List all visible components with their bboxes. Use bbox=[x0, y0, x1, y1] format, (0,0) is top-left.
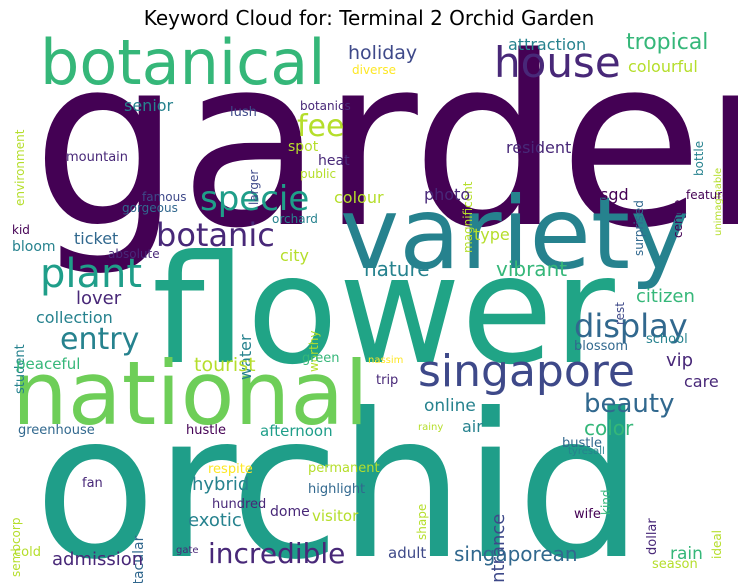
word-kid: kid bbox=[12, 223, 30, 237]
word-holiday: holiday bbox=[348, 42, 418, 64]
word-centre: centre bbox=[671, 199, 685, 238]
word-care: care bbox=[684, 372, 719, 391]
word-vibrant: vibrant bbox=[496, 257, 568, 281]
word-online: online bbox=[424, 396, 476, 416]
word-season: season bbox=[652, 557, 698, 572]
word-permanent: permanent bbox=[308, 461, 380, 476]
word-blossom: blossom bbox=[574, 339, 628, 354]
word-hybrid: hybrid bbox=[192, 474, 250, 495]
word-botanic: botanic bbox=[156, 216, 275, 254]
word-greenhouse: greenhouse bbox=[18, 423, 95, 438]
word-public: public bbox=[300, 167, 337, 181]
word-entry: entry bbox=[60, 322, 140, 357]
word-flower: flower bbox=[152, 224, 615, 398]
word-admission: admission bbox=[52, 549, 144, 570]
word-heat: heat bbox=[318, 153, 350, 169]
word-spot: spot bbox=[288, 139, 319, 155]
word-specie: specie bbox=[200, 179, 310, 219]
word-hustle: hustle bbox=[186, 423, 226, 438]
word-nature: nature bbox=[364, 257, 430, 281]
word-highlight: highlight bbox=[308, 482, 366, 497]
word-air: air bbox=[462, 417, 483, 436]
word-green: green bbox=[302, 351, 340, 366]
word-cloud: garden orchid flower variety national bo… bbox=[9, 26, 738, 583]
word-garden: garden bbox=[32, 7, 738, 280]
word-gorgeous: gorgeous bbox=[122, 201, 178, 215]
word-absolute: absolute bbox=[108, 247, 160, 261]
word-shape: shape bbox=[415, 503, 429, 540]
word-respite: respite bbox=[208, 462, 253, 477]
word-ideal: ideal bbox=[710, 529, 724, 559]
word-famous: famous bbox=[142, 190, 187, 204]
word-color: color bbox=[584, 416, 634, 440]
word-senior: senior bbox=[124, 96, 174, 115]
word-dollar: dollar bbox=[645, 518, 660, 555]
word-fan: fan bbox=[82, 476, 103, 491]
word-dome: dome bbox=[270, 504, 310, 520]
word-environment: environment bbox=[13, 129, 27, 206]
word-sgd: sgd bbox=[600, 185, 629, 204]
word-rest: rest bbox=[613, 301, 627, 325]
word-mountain: mountain bbox=[66, 150, 129, 165]
word-house: house bbox=[494, 38, 621, 87]
word-national: national bbox=[12, 342, 369, 445]
word-rain: rain bbox=[670, 544, 703, 564]
word-exotic: exotic bbox=[188, 510, 242, 531]
word-variety: variety bbox=[340, 175, 690, 292]
word-cold: cold bbox=[14, 545, 41, 560]
word-type: type bbox=[474, 225, 510, 244]
word-display: display bbox=[574, 307, 688, 345]
word-surprised: surprised bbox=[632, 200, 646, 256]
word-nassim: nassim bbox=[368, 355, 404, 366]
word-vip: vip bbox=[666, 350, 694, 371]
word-singaporean: singaporean bbox=[454, 542, 578, 566]
word-rainy: rainy bbox=[418, 422, 444, 433]
word-city: city bbox=[280, 246, 309, 265]
word-trip: trip bbox=[376, 373, 399, 388]
word-hundred: hundred bbox=[212, 497, 267, 512]
word-tyresall: tyresall bbox=[568, 446, 605, 457]
word-citizen: citizen bbox=[636, 286, 695, 307]
word-lover: lover bbox=[76, 288, 122, 309]
word-feature: feature bbox=[686, 188, 730, 202]
word-orchard: orchard bbox=[272, 212, 318, 226]
word-photo: photo bbox=[424, 185, 471, 204]
word-afternoon: afternoon bbox=[260, 422, 333, 440]
word-lush: lush bbox=[230, 105, 257, 120]
word-beauty: beauty bbox=[584, 389, 675, 419]
word-colour: colour bbox=[334, 188, 384, 207]
word-peaceful: peaceful bbox=[16, 355, 81, 373]
word-bustle: bustle bbox=[562, 436, 602, 451]
word-gate: gate bbox=[176, 545, 199, 556]
word-larger: larger bbox=[247, 169, 261, 205]
word-adult: adult bbox=[388, 544, 427, 562]
word-collection: collection bbox=[36, 308, 113, 327]
word-colourful: colourful bbox=[628, 57, 698, 76]
word-incredible: incredible bbox=[208, 537, 346, 570]
word-singapore: singapore bbox=[418, 346, 635, 397]
word-botanical: botanical bbox=[40, 26, 326, 99]
word-visitor: visitor bbox=[312, 507, 359, 525]
word-kind: kind bbox=[599, 489, 613, 515]
word-bloom: bloom bbox=[12, 239, 56, 255]
word-tourist: tourist bbox=[194, 354, 256, 376]
word-wife: wife bbox=[574, 507, 601, 522]
word-plant: plant bbox=[40, 251, 143, 297]
cloud-title: Keyword Cloud for: Terminal 2 Orchid Gar… bbox=[143, 6, 595, 30]
word-botanics: botanics bbox=[300, 99, 351, 113]
word-ticket: ticket bbox=[74, 229, 119, 248]
word-fee: fee bbox=[297, 109, 345, 144]
word-tropical: tropical bbox=[626, 30, 709, 55]
word-school: school bbox=[646, 332, 688, 347]
word-attraction: attraction bbox=[508, 35, 587, 54]
word-resident: resident bbox=[506, 138, 572, 157]
word-orchid: orchid bbox=[34, 371, 643, 583]
word-bottle: bottle bbox=[692, 140, 706, 176]
word-diverse: diverse bbox=[352, 63, 397, 77]
